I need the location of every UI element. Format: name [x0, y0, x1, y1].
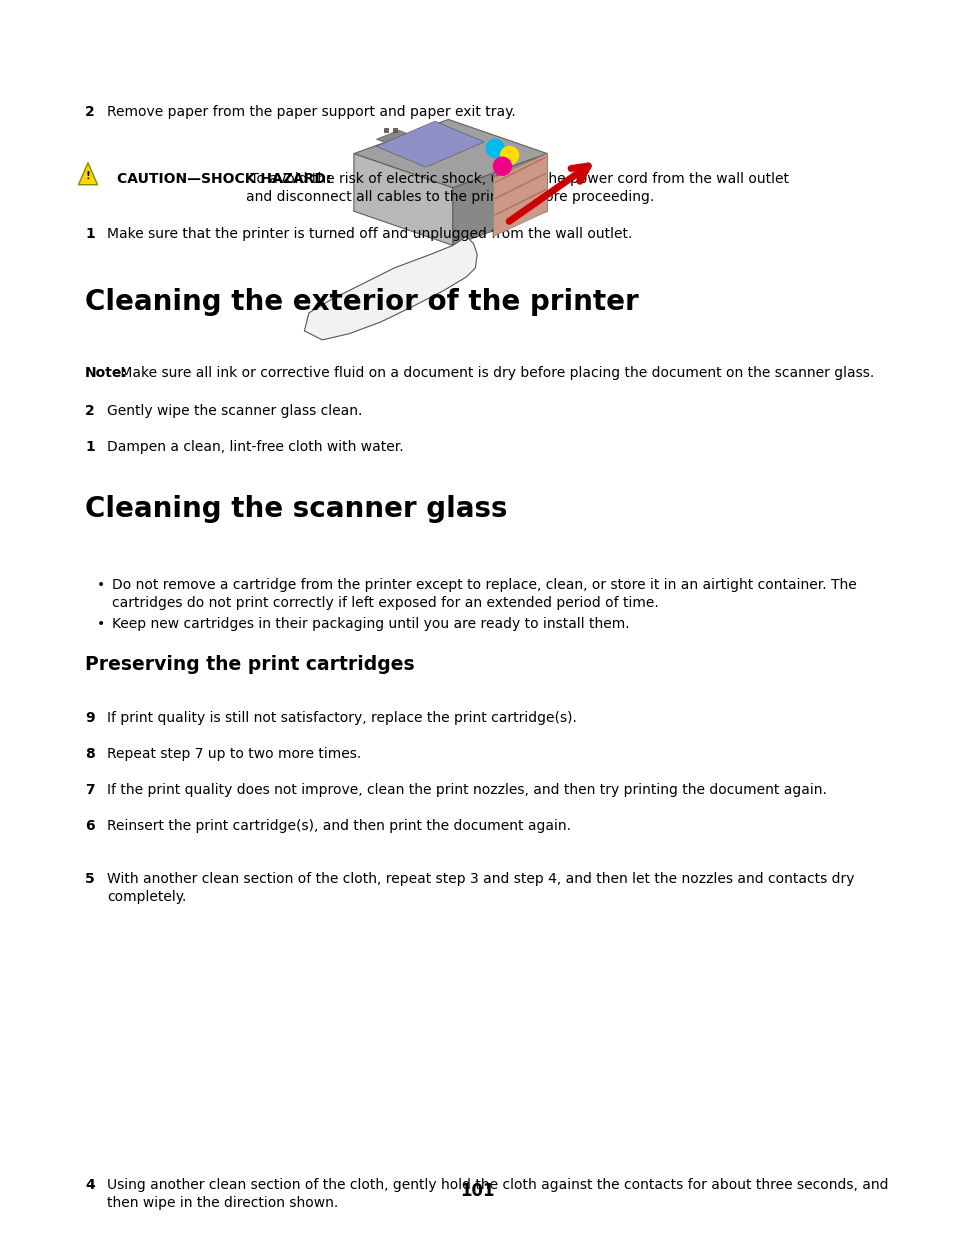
Polygon shape: [354, 120, 547, 188]
Text: 1: 1: [85, 227, 94, 241]
Polygon shape: [376, 121, 484, 167]
Text: Make sure that the printer is turned off and unplugged from the wall outlet.: Make sure that the printer is turned off…: [107, 227, 632, 241]
Text: To avoid the risk of electric shock, unplug the power cord from the wall outlet
: To avoid the risk of electric shock, unp…: [246, 172, 788, 205]
Text: 5: 5: [85, 872, 94, 885]
Circle shape: [493, 157, 511, 175]
Text: •: •: [97, 578, 105, 592]
Text: 101: 101: [459, 1182, 494, 1200]
Text: 2: 2: [85, 404, 94, 417]
Text: !: !: [86, 170, 91, 182]
Text: Preserving the print cartridges: Preserving the print cartridges: [85, 655, 415, 674]
Text: If the print quality does not improve, clean the print nozzles, and then try pri: If the print quality does not improve, c…: [107, 783, 826, 797]
Text: 6: 6: [85, 819, 94, 832]
Text: With another clean section of the cloth, repeat step 3 and step 4, and then let : With another clean section of the cloth,…: [107, 872, 854, 904]
Text: 9: 9: [85, 711, 94, 725]
Text: Make sure all ink or corrective fluid on a document is dry before placing the do: Make sure all ink or corrective fluid on…: [116, 366, 874, 380]
Text: Using another clean section of the cloth, gently hold the cloth against the cont: Using another clean section of the cloth…: [107, 1178, 887, 1210]
Circle shape: [500, 147, 518, 164]
Text: Reinsert the print cartridge(s), and then print the document again.: Reinsert the print cartridge(s), and the…: [107, 819, 571, 832]
Polygon shape: [376, 130, 421, 148]
Text: Dampen a clean, lint-free cloth with water.: Dampen a clean, lint-free cloth with wat…: [107, 440, 403, 454]
Polygon shape: [304, 236, 476, 340]
Circle shape: [486, 140, 503, 157]
Text: Cleaning the scanner glass: Cleaning the scanner glass: [85, 495, 507, 522]
Text: If print quality is still not satisfactory, replace the print cartridge(s).: If print quality is still not satisfacto…: [107, 711, 577, 725]
Polygon shape: [383, 128, 388, 132]
Polygon shape: [354, 153, 453, 246]
Text: Repeat step 7 up to two more times.: Repeat step 7 up to two more times.: [107, 747, 361, 761]
Text: Gently wipe the scanner glass clean.: Gently wipe the scanner glass clean.: [107, 404, 362, 417]
Polygon shape: [393, 128, 396, 132]
Polygon shape: [453, 153, 547, 246]
Text: 2: 2: [85, 105, 94, 119]
Text: Note:: Note:: [85, 366, 128, 380]
Text: Cleaning the exterior of the printer: Cleaning the exterior of the printer: [85, 288, 639, 316]
Text: •: •: [97, 618, 105, 631]
Text: 7: 7: [85, 783, 94, 797]
Text: Do not remove a cartridge from the printer except to replace, clean, or store it: Do not remove a cartridge from the print…: [112, 578, 856, 610]
Text: 8: 8: [85, 747, 94, 761]
Text: Remove paper from the paper support and paper exit tray.: Remove paper from the paper support and …: [107, 105, 516, 119]
Text: Keep new cartridges in their packaging until you are ready to install them.: Keep new cartridges in their packaging u…: [112, 618, 629, 631]
Text: 1: 1: [85, 440, 94, 454]
Polygon shape: [78, 163, 97, 185]
Text: CAUTION—SHOCK HAZARD:: CAUTION—SHOCK HAZARD:: [117, 172, 331, 186]
Text: 4: 4: [85, 1178, 94, 1192]
Polygon shape: [493, 153, 547, 236]
